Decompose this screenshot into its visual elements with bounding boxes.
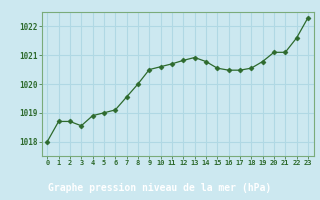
Text: Graphe pression niveau de la mer (hPa): Graphe pression niveau de la mer (hPa) xyxy=(48,183,272,193)
